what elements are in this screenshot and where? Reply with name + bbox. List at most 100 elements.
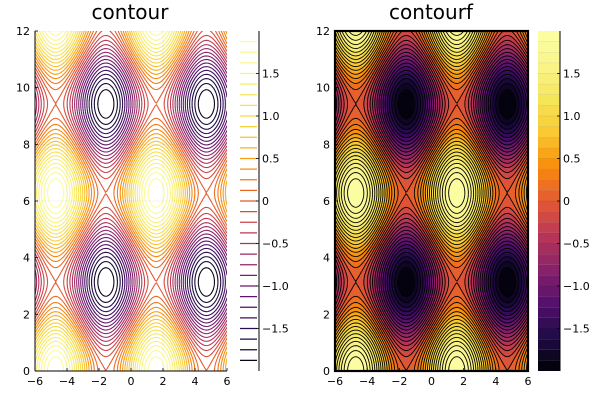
- contourf-cell: [401, 345, 404, 348]
- contourf-cell: [509, 361, 513, 364]
- contourf-cell: [415, 329, 419, 332]
- contourf-cell: [339, 317, 342, 320]
- contourf-cell: [359, 317, 362, 320]
- contourf-cell: [487, 329, 491, 332]
- contourf-cell: [513, 337, 517, 340]
- contourf-cell: [447, 309, 451, 312]
- contourf-cell: [423, 325, 427, 328]
- contourf-cell: [421, 353, 425, 356]
- contourf-cell: [397, 323, 400, 326]
- contourf-cell: [503, 317, 507, 320]
- contourf-cell: [453, 319, 457, 322]
- contourf-cell: [505, 353, 509, 356]
- contourf-cell: [481, 329, 485, 332]
- contourf-cell: [349, 311, 352, 314]
- contourf-cell: [353, 307, 356, 310]
- contourf-cell: [433, 365, 437, 368]
- contourf-cell: [413, 307, 417, 310]
- contourf-cell: [407, 317, 410, 320]
- contourf-cell: [427, 367, 431, 370]
- contourf-cell: [513, 303, 517, 306]
- contourf-cell: [483, 341, 487, 344]
- contourf-cell: [477, 321, 481, 324]
- contour-line: [35, 31, 180, 371]
- contourf-cell: [457, 361, 461, 364]
- contourf-cell: [365, 341, 368, 344]
- contourf-cell: [481, 315, 485, 318]
- contourf-cell: [509, 303, 513, 306]
- contourf-cell: [507, 319, 511, 322]
- contourf-cell: [439, 311, 443, 314]
- contourf-cell: [363, 309, 366, 312]
- contourf-cell: [337, 335, 340, 338]
- contourf-cell: [433, 355, 437, 358]
- contourf-cell: [479, 367, 483, 370]
- contourf-cell: [513, 327, 517, 330]
- contourf-cell: [455, 351, 459, 354]
- contourf-cell: [363, 317, 366, 320]
- contourf-cell: [521, 329, 525, 332]
- contourf-cell: [355, 365, 358, 368]
- contourf-cell: [359, 327, 362, 330]
- contourf-cell: [465, 363, 469, 366]
- contourf-cell: [501, 297, 505, 300]
- contourf-cell: [423, 355, 427, 358]
- contourf-cell: [459, 335, 463, 338]
- contourf-cell: [505, 367, 509, 370]
- contourf-cell: [481, 345, 485, 348]
- contourf-cell: [359, 309, 362, 312]
- contourf-cell: [389, 317, 392, 320]
- contourf-cell: [421, 347, 425, 350]
- contourf-cell: [419, 303, 423, 306]
- contourf-cell: [409, 333, 412, 336]
- contourf-cell: [489, 321, 493, 324]
- contourf-cell: [379, 307, 382, 310]
- contourf-cell: [351, 323, 354, 326]
- contourf-cell: [507, 363, 511, 366]
- contourf-cell: [407, 303, 410, 306]
- contourf-cell: [447, 305, 451, 308]
- contourf-cell: [469, 299, 473, 302]
- contour-line: [78, 55, 227, 331]
- contourf-cell: [401, 309, 404, 312]
- contourf-cell: [473, 367, 477, 370]
- contourf-cell: [465, 301, 469, 304]
- contourf-cell: [401, 303, 404, 306]
- contourf-cell: [437, 305, 441, 308]
- contourf-cell: [427, 363, 431, 366]
- contourf-cell: [401, 359, 404, 362]
- contourf-cell: [413, 351, 417, 354]
- contourf-cell: [373, 331, 376, 334]
- contourf-cell: [501, 315, 505, 318]
- contourf-cell: [337, 317, 340, 320]
- contour-line: [35, 34, 227, 352]
- contourf-cell: [407, 341, 410, 344]
- contour-line: [35, 31, 182, 371]
- contourf-cell: [499, 299, 503, 302]
- contourf-cell: [497, 341, 501, 344]
- contourf-cell: [503, 351, 507, 354]
- contourf-cell: [415, 305, 419, 308]
- contourf-cell: [493, 299, 497, 302]
- contourf-cell: [419, 335, 423, 338]
- contourf-cell: [381, 303, 384, 306]
- contourf-cell: [353, 361, 356, 364]
- contourf-cell: [515, 321, 519, 324]
- contourf-cell: [461, 315, 465, 318]
- contourf-cell: [443, 299, 447, 302]
- contourf-cell: [441, 357, 445, 360]
- contourf-cell: [385, 323, 388, 326]
- contourf-cell: [349, 347, 352, 350]
- contourf-cell: [501, 347, 505, 350]
- contourf-cell: [415, 321, 419, 324]
- contourf-cell: [433, 321, 437, 324]
- contourf-cell: [501, 311, 505, 314]
- contourf-cell: [461, 345, 465, 348]
- contourf-cell: [509, 357, 513, 360]
- contourf-cell: [495, 337, 499, 340]
- contourf-cell: [375, 351, 378, 354]
- contourf-cell: [495, 349, 499, 352]
- contourf-cell: [473, 345, 477, 348]
- contourf-cell: [389, 301, 392, 304]
- contourf-cell: [389, 321, 392, 324]
